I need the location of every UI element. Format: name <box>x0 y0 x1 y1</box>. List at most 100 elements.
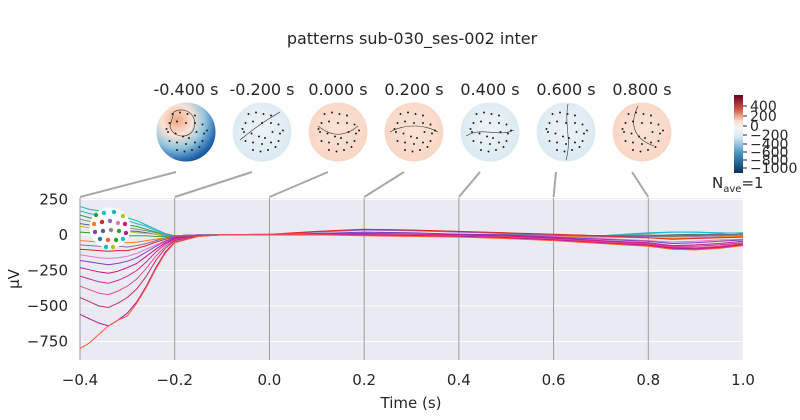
topomap-sensor <box>623 131 625 133</box>
topomap-sensor <box>627 113 630 115</box>
topomap-nose <box>180 97 192 103</box>
x-tick-label: 0.0 <box>257 371 281 389</box>
topomap-sensor <box>486 135 488 138</box>
y-tick-label: 250 <box>39 190 68 208</box>
topomap-sensor <box>429 123 432 126</box>
topomap-sensor <box>545 128 548 130</box>
topomap-sensor <box>575 131 578 133</box>
nave-label: Nave=1 <box>712 174 764 195</box>
topomap-sensor <box>490 113 493 115</box>
topomap-sensor <box>203 132 205 135</box>
topomap-contour <box>317 125 359 135</box>
topomap-sensor <box>261 143 263 145</box>
topomap-sensor <box>431 132 433 135</box>
topomap-sensor <box>422 114 424 117</box>
topomap-sensor <box>657 123 660 126</box>
topomap-sensor <box>331 111 333 114</box>
inset-sensor <box>122 221 128 227</box>
topomap-sensor <box>319 131 321 133</box>
colorbar-tick-label: −200 <box>750 128 788 144</box>
topomap-sensor <box>347 131 350 133</box>
topomap-sensor <box>274 146 277 148</box>
topomap-head <box>535 101 597 163</box>
inset-sensor <box>91 221 97 227</box>
topomap-sensor <box>270 122 272 124</box>
colorbar-tick-label: 400 <box>750 99 777 115</box>
topomap-sensor <box>478 132 481 135</box>
topomap-sensor <box>498 141 500 144</box>
topomap-sensor <box>657 140 660 142</box>
topomap-sensor <box>548 140 551 142</box>
topomap-sensor <box>194 122 196 124</box>
topomap-sensor <box>174 132 177 135</box>
topomap-nose <box>408 97 420 103</box>
topomap-sensor <box>483 111 485 114</box>
topomap-connector <box>174 171 253 198</box>
topomap-sensor <box>574 141 576 144</box>
topomap-sensor <box>480 149 482 151</box>
topomap-sensor <box>635 111 637 114</box>
topomap-sensor <box>355 132 357 135</box>
topomap-sensor <box>556 149 558 151</box>
topomap-sensor <box>650 141 652 144</box>
x-tick-label: 0.8 <box>636 371 660 389</box>
topomap-sensor <box>578 146 581 148</box>
topomap-sensor <box>250 132 253 135</box>
topomap-sensor <box>241 128 244 130</box>
topomap-sensor <box>507 132 509 135</box>
topomap-sensor <box>650 114 652 117</box>
sensor-inset <box>89 207 131 250</box>
topomap-sensor <box>566 113 569 115</box>
inset-sensor <box>103 244 109 250</box>
topomap-connector <box>552 171 557 198</box>
topomap-sensor <box>559 111 561 114</box>
topomap-sensor <box>411 150 414 153</box>
topomap-connector <box>458 171 481 198</box>
topomap-sensor <box>662 129 664 132</box>
x-tick-labels: −0.4 −0.2 0.0 0.2 0.4 0.6 0.8 1.0 <box>62 371 755 389</box>
inset-sensor <box>107 218 113 224</box>
topomap-sensor <box>475 113 478 115</box>
topomap-sensor <box>179 111 181 114</box>
x-tick-label: 0.4 <box>447 371 471 389</box>
topomap-sensor <box>252 120 254 123</box>
topomap-sensor <box>632 149 634 151</box>
topomap-sensor <box>279 132 281 135</box>
topomap-sensor <box>338 113 341 115</box>
topomap-sensor <box>487 150 490 153</box>
inset-sensor <box>116 228 122 234</box>
y-tick-labels: 250 0 −250 −500 −750 <box>27 190 68 350</box>
topomap-contour <box>565 103 569 161</box>
y-axis-label: µV <box>5 268 23 289</box>
topomap-sensor <box>422 122 424 124</box>
topomap-sensor <box>334 135 336 138</box>
topomap-sensor <box>410 135 412 138</box>
topomap-sensor <box>499 131 502 133</box>
topomap-sensor <box>328 141 330 144</box>
topomap-sensor <box>258 135 260 138</box>
topomap-sensor <box>654 146 657 148</box>
inset-sensor <box>113 237 119 243</box>
topomap-sensor <box>195 131 198 133</box>
x-tick-label: 1.0 <box>731 371 755 389</box>
topomap-sensor <box>624 140 627 142</box>
topomap-time-label: -0.400 s <box>154 80 219 99</box>
topomap-sensor <box>328 120 330 123</box>
inset-sensor <box>120 236 126 242</box>
inset-sensor <box>93 212 99 218</box>
topomap-sensor <box>346 141 348 144</box>
topomap-sensor <box>182 135 184 138</box>
colorbar-tick-label: 0 <box>750 119 759 135</box>
topomap-sensor <box>568 137 570 139</box>
series-line <box>80 234 743 350</box>
topomap-sensor <box>416 137 418 139</box>
topomap-connector <box>363 171 405 198</box>
topomap-sensor <box>328 149 330 151</box>
topomap-sensor <box>188 137 190 139</box>
topomap-sensor <box>472 140 475 142</box>
topomap-sensor <box>393 128 396 130</box>
topomap-sensor <box>255 111 257 114</box>
topomap-sensor <box>638 135 640 138</box>
topomap-sensor <box>574 122 576 124</box>
